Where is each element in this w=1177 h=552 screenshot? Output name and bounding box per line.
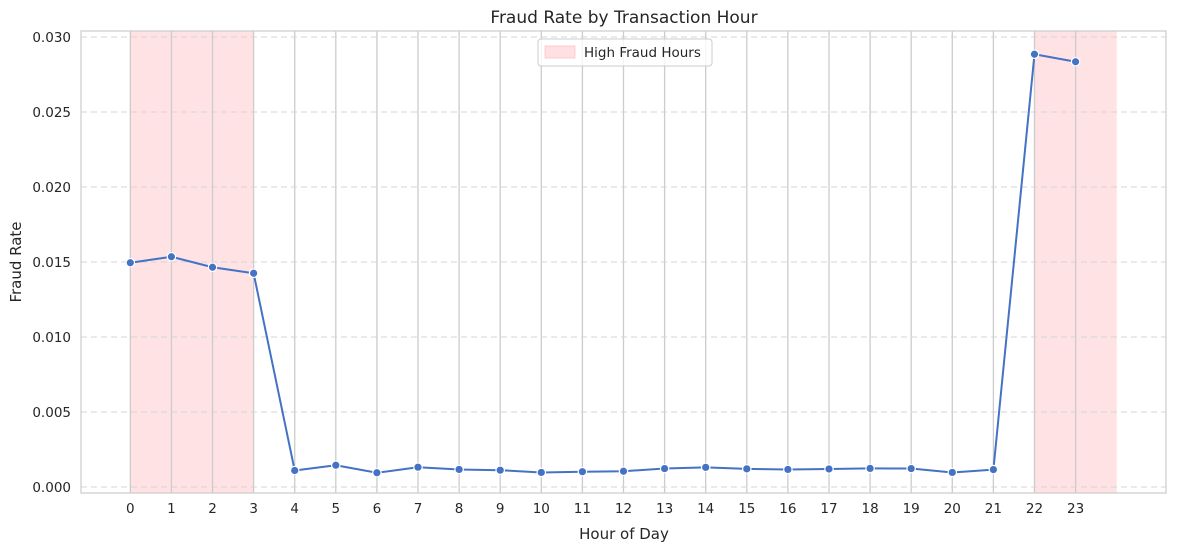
x-tick-label-17: 17 [820, 501, 837, 517]
x-tick-label-11: 11 [574, 501, 591, 517]
x-tick-label-6: 6 [373, 501, 382, 517]
plot-frame [80, 30, 1167, 494]
data-point-10 [536, 467, 547, 478]
x-tick-label-0: 0 [126, 501, 135, 517]
data-point-14 [700, 462, 711, 473]
x-tick-label-7: 7 [414, 501, 423, 517]
series-line-0 [130, 53, 1076, 474]
x-tick-label-5: 5 [332, 501, 341, 517]
data-point-21 [988, 464, 999, 475]
y-tick-label-0: 0.000 [32, 480, 71, 496]
legend-swatch [544, 45, 576, 59]
x-tick-label-14: 14 [697, 501, 714, 517]
x-tick-label-1: 1 [167, 501, 176, 517]
data-point-6 [372, 467, 382, 478]
x-tick-label-2: 2 [208, 501, 217, 517]
data-point-18 [865, 463, 875, 474]
x-tick-label-13: 13 [656, 501, 673, 517]
data-point-12 [618, 466, 629, 477]
y-tick-label-4: 0.020 [32, 180, 71, 196]
data-point-16 [783, 464, 793, 475]
y-tick-label-5: 0.025 [32, 105, 71, 121]
data-point-7 [413, 462, 423, 472]
series-lines [130, 53, 1076, 474]
x-tick-label-22: 22 [1026, 501, 1043, 517]
data-point-9 [495, 465, 506, 475]
x-tick-label-21: 21 [985, 501, 1002, 517]
data-point-13 [659, 463, 670, 474]
x-tick-label-12: 12 [615, 501, 632, 517]
legend-box [537, 38, 713, 67]
chart-title: Fraud Rate by Transaction Hour [490, 8, 757, 28]
data-point-8 [454, 464, 464, 475]
data-point-4 [289, 465, 300, 476]
legend-label: High Fraud Hours [584, 45, 701, 61]
x-tick-label-9: 9 [496, 501, 505, 517]
data-point-2 [207, 262, 218, 273]
y-tick-label-1: 0.005 [32, 405, 71, 421]
x-tick-label-3: 3 [249, 501, 258, 517]
y-tick-label-6: 0.030 [32, 30, 71, 46]
data-point-11 [577, 466, 588, 477]
y-tick-labels: 0.000 0.005 0.010 0.015 0.020 0.025 0.030 [32, 30, 71, 496]
y-axis-title: Fraud Rate [7, 221, 25, 302]
x-axis-title: Hour of Day [579, 525, 669, 543]
data-point-5 [331, 460, 341, 471]
x-tick-labels: 0 1 2 3 4 5 6 7 8 9 10 11 12 13 14 15 16 17 18 19 20 21 22 23 [126, 501, 1084, 517]
data-point-15 [741, 464, 752, 474]
x-tick-label-19: 19 [903, 501, 920, 517]
data-point-3 [248, 268, 259, 279]
data-point-23 [1070, 56, 1081, 67]
data-point-0 [125, 257, 136, 268]
x-tick-label-10: 10 [533, 501, 550, 517]
x-tick-label-18: 18 [861, 501, 878, 517]
grid [81, 31, 1166, 493]
series-points [125, 49, 1081, 478]
data-point-1 [166, 251, 177, 262]
x-tick-label-16: 16 [779, 501, 796, 517]
y-tick-label-3: 0.015 [32, 255, 71, 271]
x-tick-label-8: 8 [455, 501, 464, 517]
data-point-20 [947, 467, 958, 478]
data-point-17 [824, 464, 834, 474]
x-tick-label-20: 20 [944, 501, 961, 517]
legend: High Fraud Hours [537, 38, 713, 67]
x-tick-label-23: 23 [1067, 501, 1084, 517]
x-tick-label-15: 15 [738, 501, 755, 517]
y-tick-label-2: 0.010 [32, 330, 71, 346]
data-point-19 [906, 463, 916, 474]
data-point-22 [1029, 49, 1040, 60]
x-tick-label-4: 4 [290, 501, 299, 517]
